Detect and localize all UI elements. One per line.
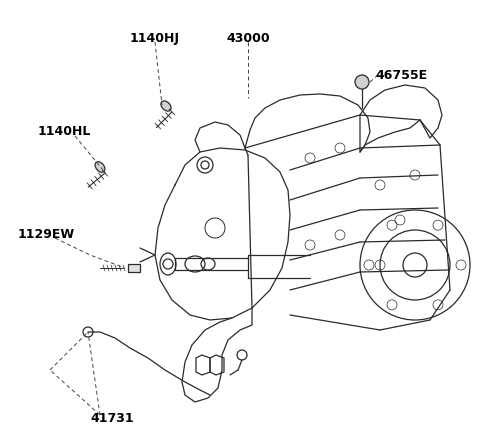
Text: 46755E: 46755E (375, 69, 427, 81)
Polygon shape (128, 264, 140, 272)
Text: 41731: 41731 (90, 412, 134, 425)
Circle shape (355, 75, 369, 89)
Ellipse shape (161, 101, 171, 111)
Text: 1129EW: 1129EW (18, 228, 75, 241)
Text: 1140HL: 1140HL (38, 125, 91, 138)
Ellipse shape (95, 162, 105, 172)
Text: 1140HJ: 1140HJ (130, 32, 180, 45)
Text: 43000: 43000 (226, 32, 270, 45)
